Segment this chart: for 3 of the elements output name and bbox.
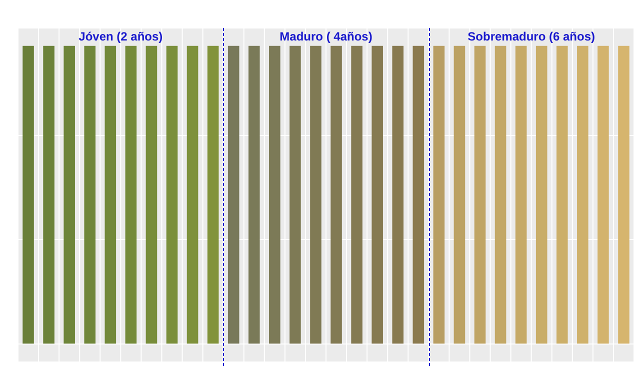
text: Jóven (2 años) — [78, 29, 163, 44]
text: Sobremaduro (6 años) — [468, 29, 596, 44]
text: Maduro ( 4años) — [280, 29, 372, 44]
